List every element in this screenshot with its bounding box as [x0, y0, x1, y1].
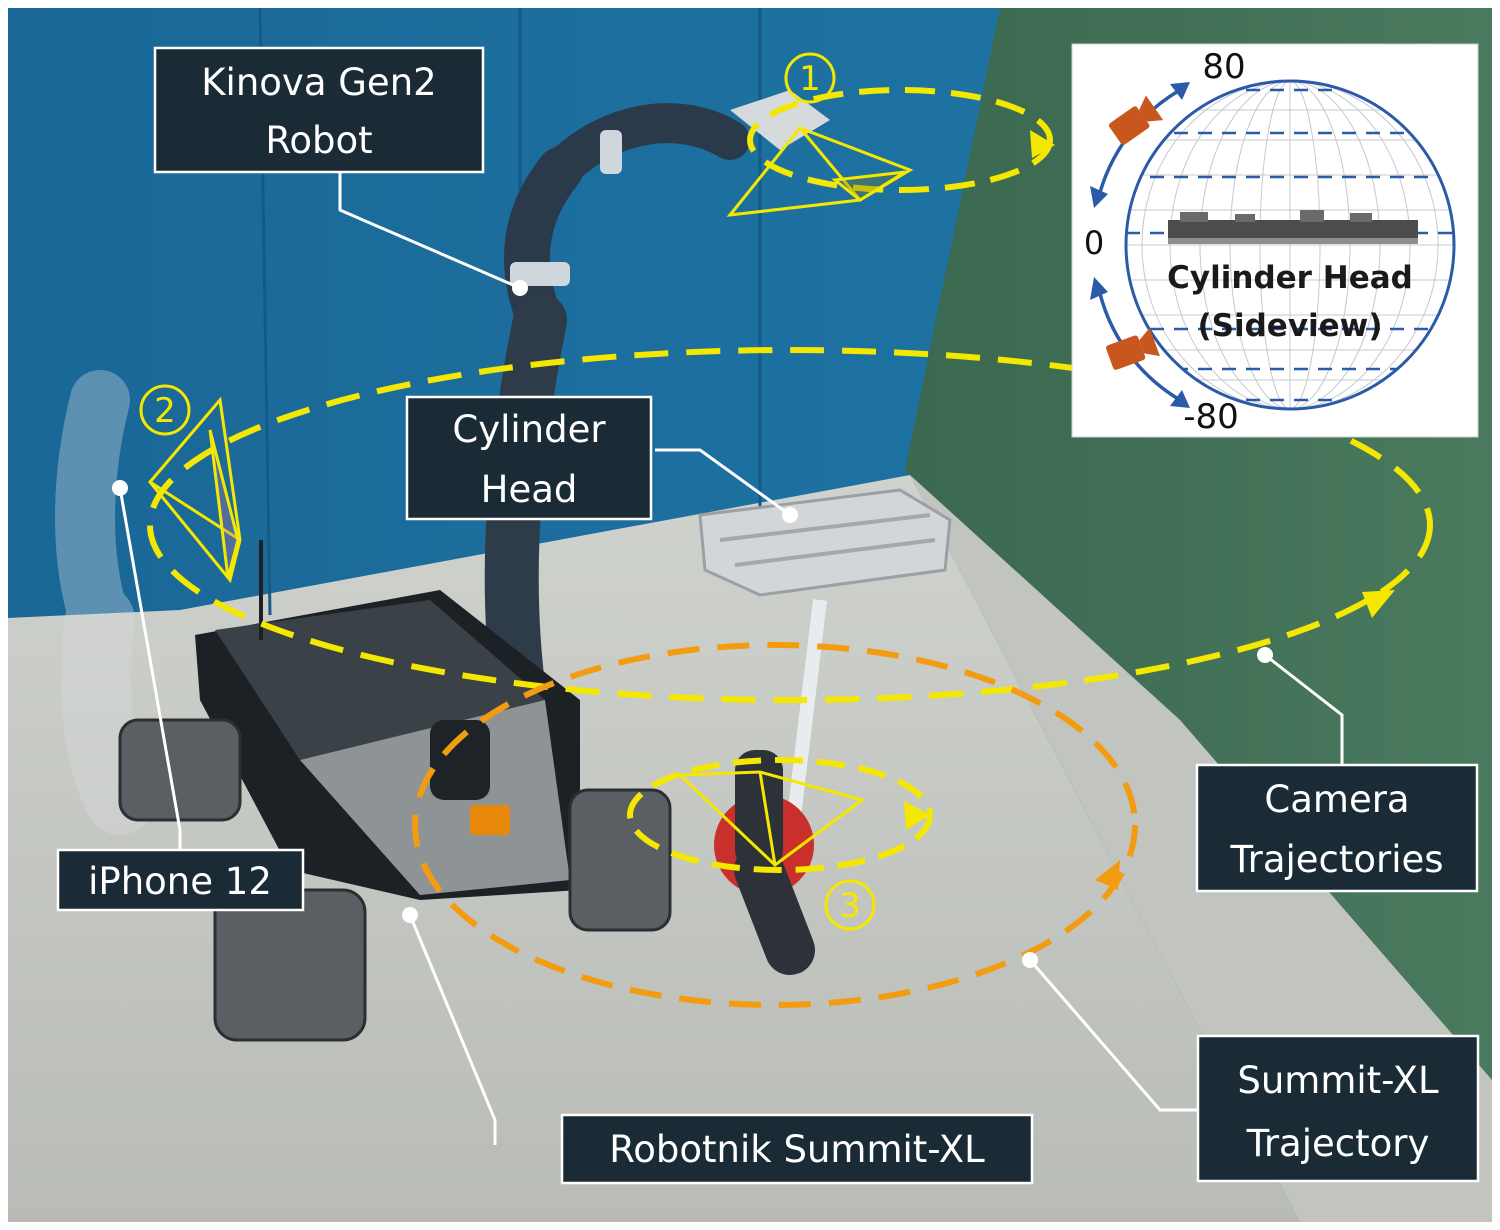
svg-text:Kinova Gen2: Kinova Gen2 [201, 61, 436, 104]
label-kinova-robot: Kinova Gen2 Robot [153, 46, 485, 174]
svg-text:Camera: Camera [1264, 778, 1409, 821]
trajectory-loop-2 [147, 347, 1433, 703]
inset-cylinder-head-image [1168, 210, 1418, 244]
inset-camera-icon-bottom [1106, 327, 1160, 370]
inset-title-line2: (Sideview) [1197, 308, 1382, 344]
trajectory-2-arrowhead [1362, 590, 1395, 618]
trajectory-1-arrowhead [1030, 130, 1055, 158]
summit-xl-trajectory-loop [412, 642, 1138, 1008]
inset-lower-arc-arrow-top [1090, 277, 1108, 300]
svg-text:Robotnik Summit-XL: Robotnik Summit-XL [609, 1128, 985, 1171]
inset-upper-arc-arrow-bottom [1090, 186, 1108, 208]
inset-angle-mid: 0 [1084, 224, 1104, 262]
label-cylinder-head: Cylinder Head [405, 395, 653, 521]
inset-title-line1: Cylinder Head [1167, 260, 1413, 296]
inset-lower-arc-arrow-bottom [1170, 390, 1190, 408]
label-summit-xl-trajectory: Summit-XL Trajectory [1196, 1034, 1480, 1183]
marker-1: 1 [784, 52, 836, 104]
camera-frustum-3 [676, 770, 866, 867]
label-camera-trajectories: Camera Trajectories [1195, 763, 1479, 893]
svg-text:Head: Head [481, 468, 578, 511]
summit-trajectory-arrowhead [1095, 860, 1120, 890]
label-robotnik-summit-xl: Robotnik Summit-XL [560, 1113, 1034, 1185]
leader-dots [112, 280, 1273, 968]
svg-text:1: 1 [799, 59, 821, 99]
cylinder-head-object [698, 488, 952, 851]
leader-lines [118, 172, 1344, 1145]
camera-frustum-1 [726, 126, 914, 217]
svg-text:2: 2 [154, 391, 176, 431]
camera-frustum-2 [148, 396, 242, 584]
ghost-arm [55, 370, 155, 835]
svg-text:iPhone 12: iPhone 12 [88, 860, 272, 903]
label-iphone: iPhone 12 [56, 848, 305, 912]
svg-text:Cylinder: Cylinder [452, 408, 606, 451]
svg-text:Trajectories: Trajectories [1229, 838, 1443, 881]
svg-text:3: 3 [839, 886, 861, 926]
svg-text:Trajectory: Trajectory [1246, 1122, 1430, 1165]
trajectory-loop-1 [747, 87, 1053, 193]
trajectory-3-arrowhead [904, 801, 930, 830]
inset-angle-bottom: -80 [1183, 397, 1239, 437]
inset-upper-arc-arrow-top [1170, 82, 1190, 100]
inset-globe-outline [1124, 79, 1456, 411]
marker-2: 2 [139, 384, 191, 436]
svg-text:Robot: Robot [265, 119, 372, 162]
inset-angle-top: 80 [1202, 47, 1245, 87]
inset-globe-grid [1126, 81, 1454, 409]
summit-xl-base [118, 540, 815, 1042]
svg-text:Summit-XL: Summit-XL [1237, 1059, 1439, 1102]
marker-3: 3 [824, 879, 876, 931]
inset-camera-icon-top [1108, 95, 1164, 145]
inset-sideview-panel: Cylinder Head (Sideview) 80 0 -80 [1071, 43, 1479, 438]
